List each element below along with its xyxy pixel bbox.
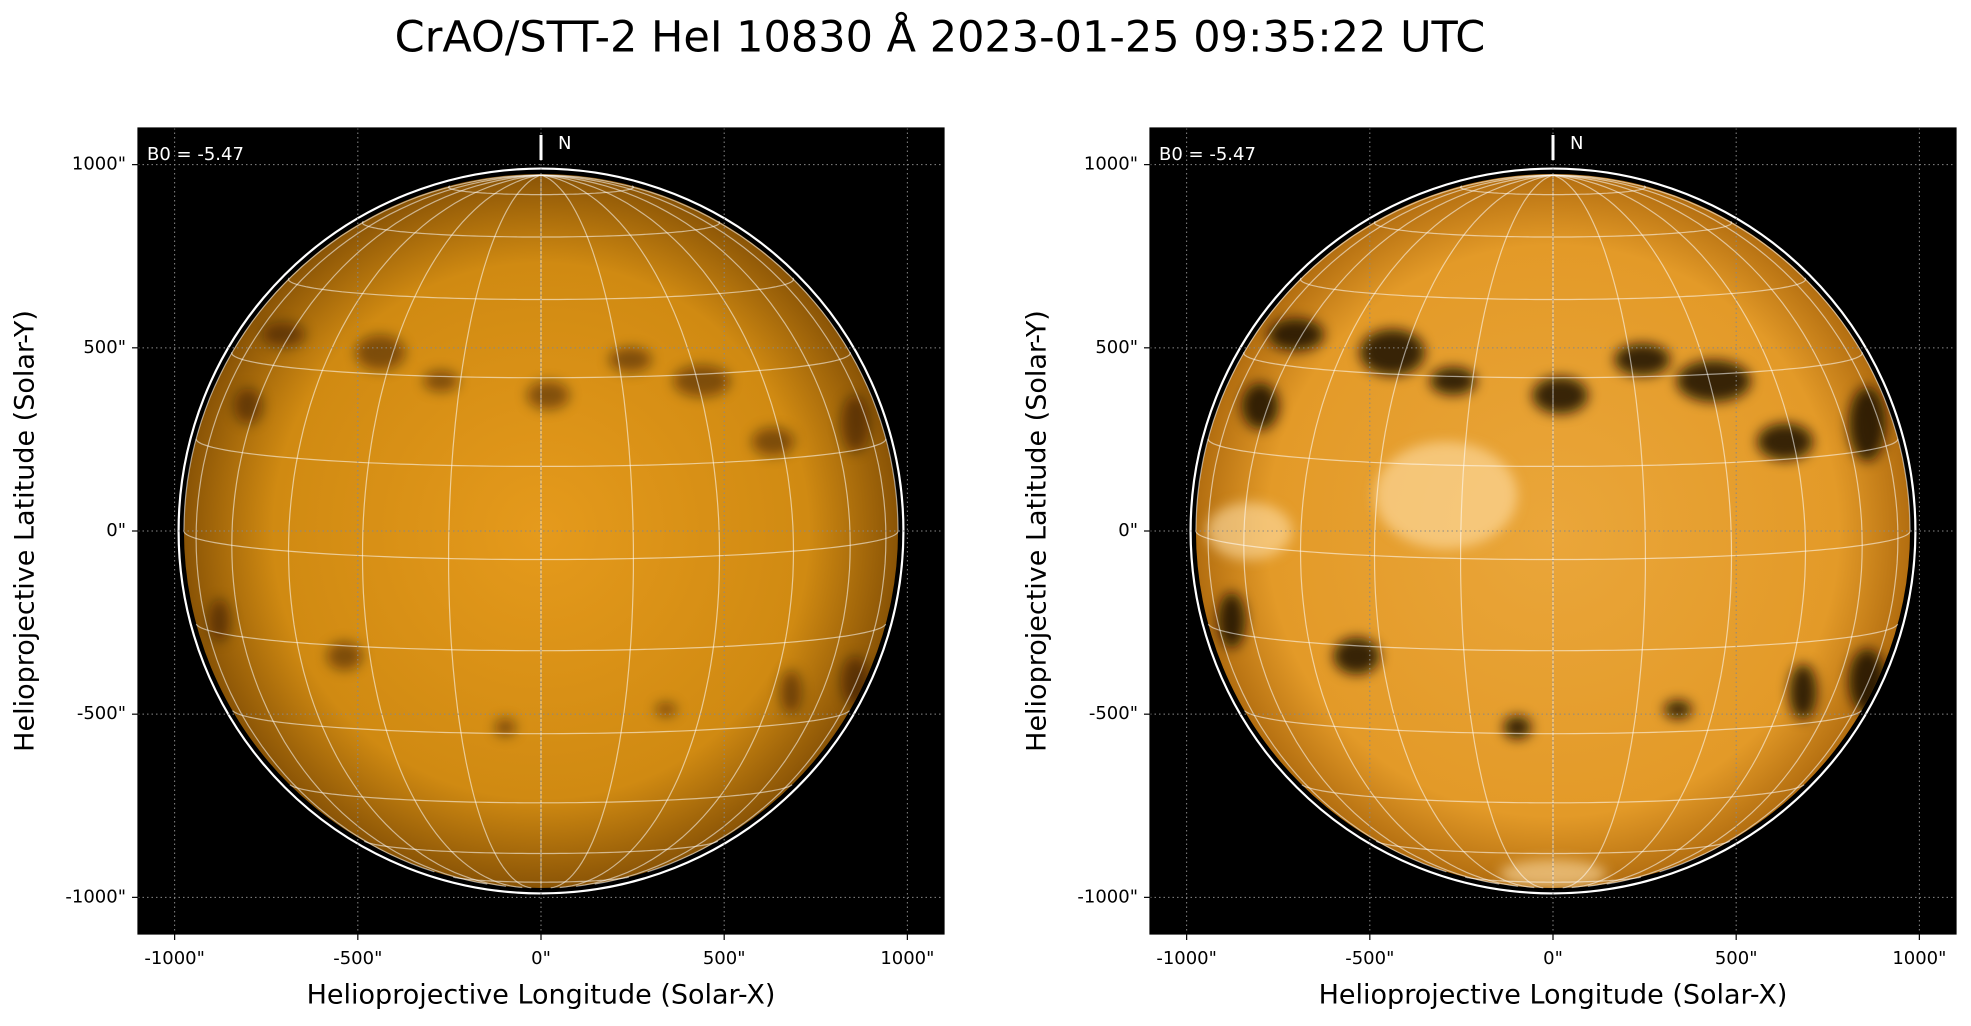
dark-feature xyxy=(494,718,517,737)
meridian xyxy=(1373,174,1554,889)
panel: -1000" -500" 0" 500" 1000" -1000" -500" 0" 500" 1… xyxy=(1022,127,1957,1011)
meridian xyxy=(540,174,795,887)
meridian xyxy=(1552,174,1863,885)
y-tick-label: 500" xyxy=(1095,337,1138,358)
dark-feature xyxy=(1789,663,1817,720)
y-tick-label: 1000" xyxy=(1084,154,1138,175)
parallel xyxy=(1464,876,1642,883)
parallel xyxy=(183,530,899,561)
y-tick-label: -500" xyxy=(1089,703,1138,724)
meridian xyxy=(1552,174,1807,887)
parallel xyxy=(448,185,634,196)
dark-feature xyxy=(673,364,731,398)
meridian xyxy=(540,174,851,885)
meridian xyxy=(540,174,634,889)
b0-annotation: B0 = -5.47 xyxy=(147,144,244,165)
dark-feature xyxy=(840,395,870,453)
meridian xyxy=(1552,174,1733,889)
y-tick-label: 1000" xyxy=(72,154,126,175)
dark-feature xyxy=(1676,360,1751,402)
dark-feature xyxy=(1614,343,1671,376)
plot-frame xyxy=(137,127,945,935)
x-tick-label: -1000" xyxy=(1156,948,1217,969)
dark-feature xyxy=(1848,386,1886,462)
meridian xyxy=(1552,174,1646,889)
meridian xyxy=(361,174,542,889)
meridian xyxy=(231,174,542,885)
dark-feature xyxy=(262,322,306,348)
meridian xyxy=(1299,174,1554,887)
bright-feature xyxy=(1374,441,1518,549)
dark-feature xyxy=(1241,382,1279,430)
y-tick-label: 0" xyxy=(1118,520,1138,541)
x-tick-label: -500" xyxy=(1345,948,1394,969)
x-tick-label: 1000" xyxy=(880,948,934,969)
dark-feature xyxy=(1532,376,1588,414)
dark-feature xyxy=(1268,318,1324,351)
x-tick-label: 0" xyxy=(1543,948,1563,969)
meridian xyxy=(1243,174,1554,885)
dark-feature xyxy=(526,381,570,410)
meridian xyxy=(287,174,542,887)
meridian xyxy=(448,174,542,889)
dark-feature xyxy=(780,670,802,714)
dark-feature xyxy=(1333,637,1380,675)
plot-frame xyxy=(1149,127,1957,935)
x-tick-label: 500" xyxy=(1715,948,1758,969)
parallel xyxy=(1301,784,1805,804)
x-tick-label: 500" xyxy=(703,948,746,969)
parallel xyxy=(289,784,793,804)
b0-annotation: B0 = -5.47 xyxy=(1159,144,1256,165)
parallel xyxy=(1243,352,1863,379)
meridian xyxy=(1460,174,1554,889)
x-axis-label: Helioprojective Longitude (Solar-X) xyxy=(1319,980,1788,1011)
dark-feature xyxy=(326,641,363,671)
parallel xyxy=(232,710,850,735)
figure-title: CrAO/STT-2 HeI 10830 Å 2023-01-25 09:35:… xyxy=(395,12,1486,63)
panel: -1000" -500" 0" 500" 1000" -1000" -500" 0" 500" 1… xyxy=(10,127,945,1011)
dark-feature xyxy=(1429,367,1477,395)
meridian xyxy=(540,174,721,889)
dark-feature xyxy=(1217,592,1246,649)
north-label: N xyxy=(1570,133,1583,154)
parallel xyxy=(1195,530,1911,561)
dark-feature xyxy=(355,334,406,371)
dark-feature xyxy=(608,347,652,373)
y-tick-label: 0" xyxy=(106,520,126,541)
parallel xyxy=(1460,185,1646,196)
parallel xyxy=(231,352,851,379)
dark-feature xyxy=(1503,715,1532,739)
dark-feature xyxy=(208,598,231,642)
x-tick-label: 0" xyxy=(531,948,551,969)
x-tick-label: -1000" xyxy=(144,948,205,969)
north-label: N xyxy=(558,133,571,154)
y-tick-label: -1000" xyxy=(65,886,126,907)
dark-feature xyxy=(1757,423,1813,461)
dark-feature xyxy=(655,702,677,717)
x-tick-label: -500" xyxy=(333,948,382,969)
x-tick-label: 1000" xyxy=(1892,948,1946,969)
x-axis-label: Helioprojective Longitude (Solar-X) xyxy=(307,980,776,1011)
parallel xyxy=(452,876,630,883)
y-axis-label: Helioprojective Latitude (Solar-Y) xyxy=(10,310,41,752)
y-tick-label: 500" xyxy=(83,337,126,358)
dark-feature xyxy=(751,427,795,457)
y-tick-label: -500" xyxy=(77,703,126,724)
y-tick-label: -1000" xyxy=(1077,886,1138,907)
dark-feature xyxy=(423,370,459,392)
parallel xyxy=(1244,710,1862,735)
dark-feature xyxy=(233,388,263,424)
dark-feature xyxy=(1664,700,1692,719)
y-axis-label: Helioprojective Latitude (Solar-Y) xyxy=(1022,310,1053,752)
